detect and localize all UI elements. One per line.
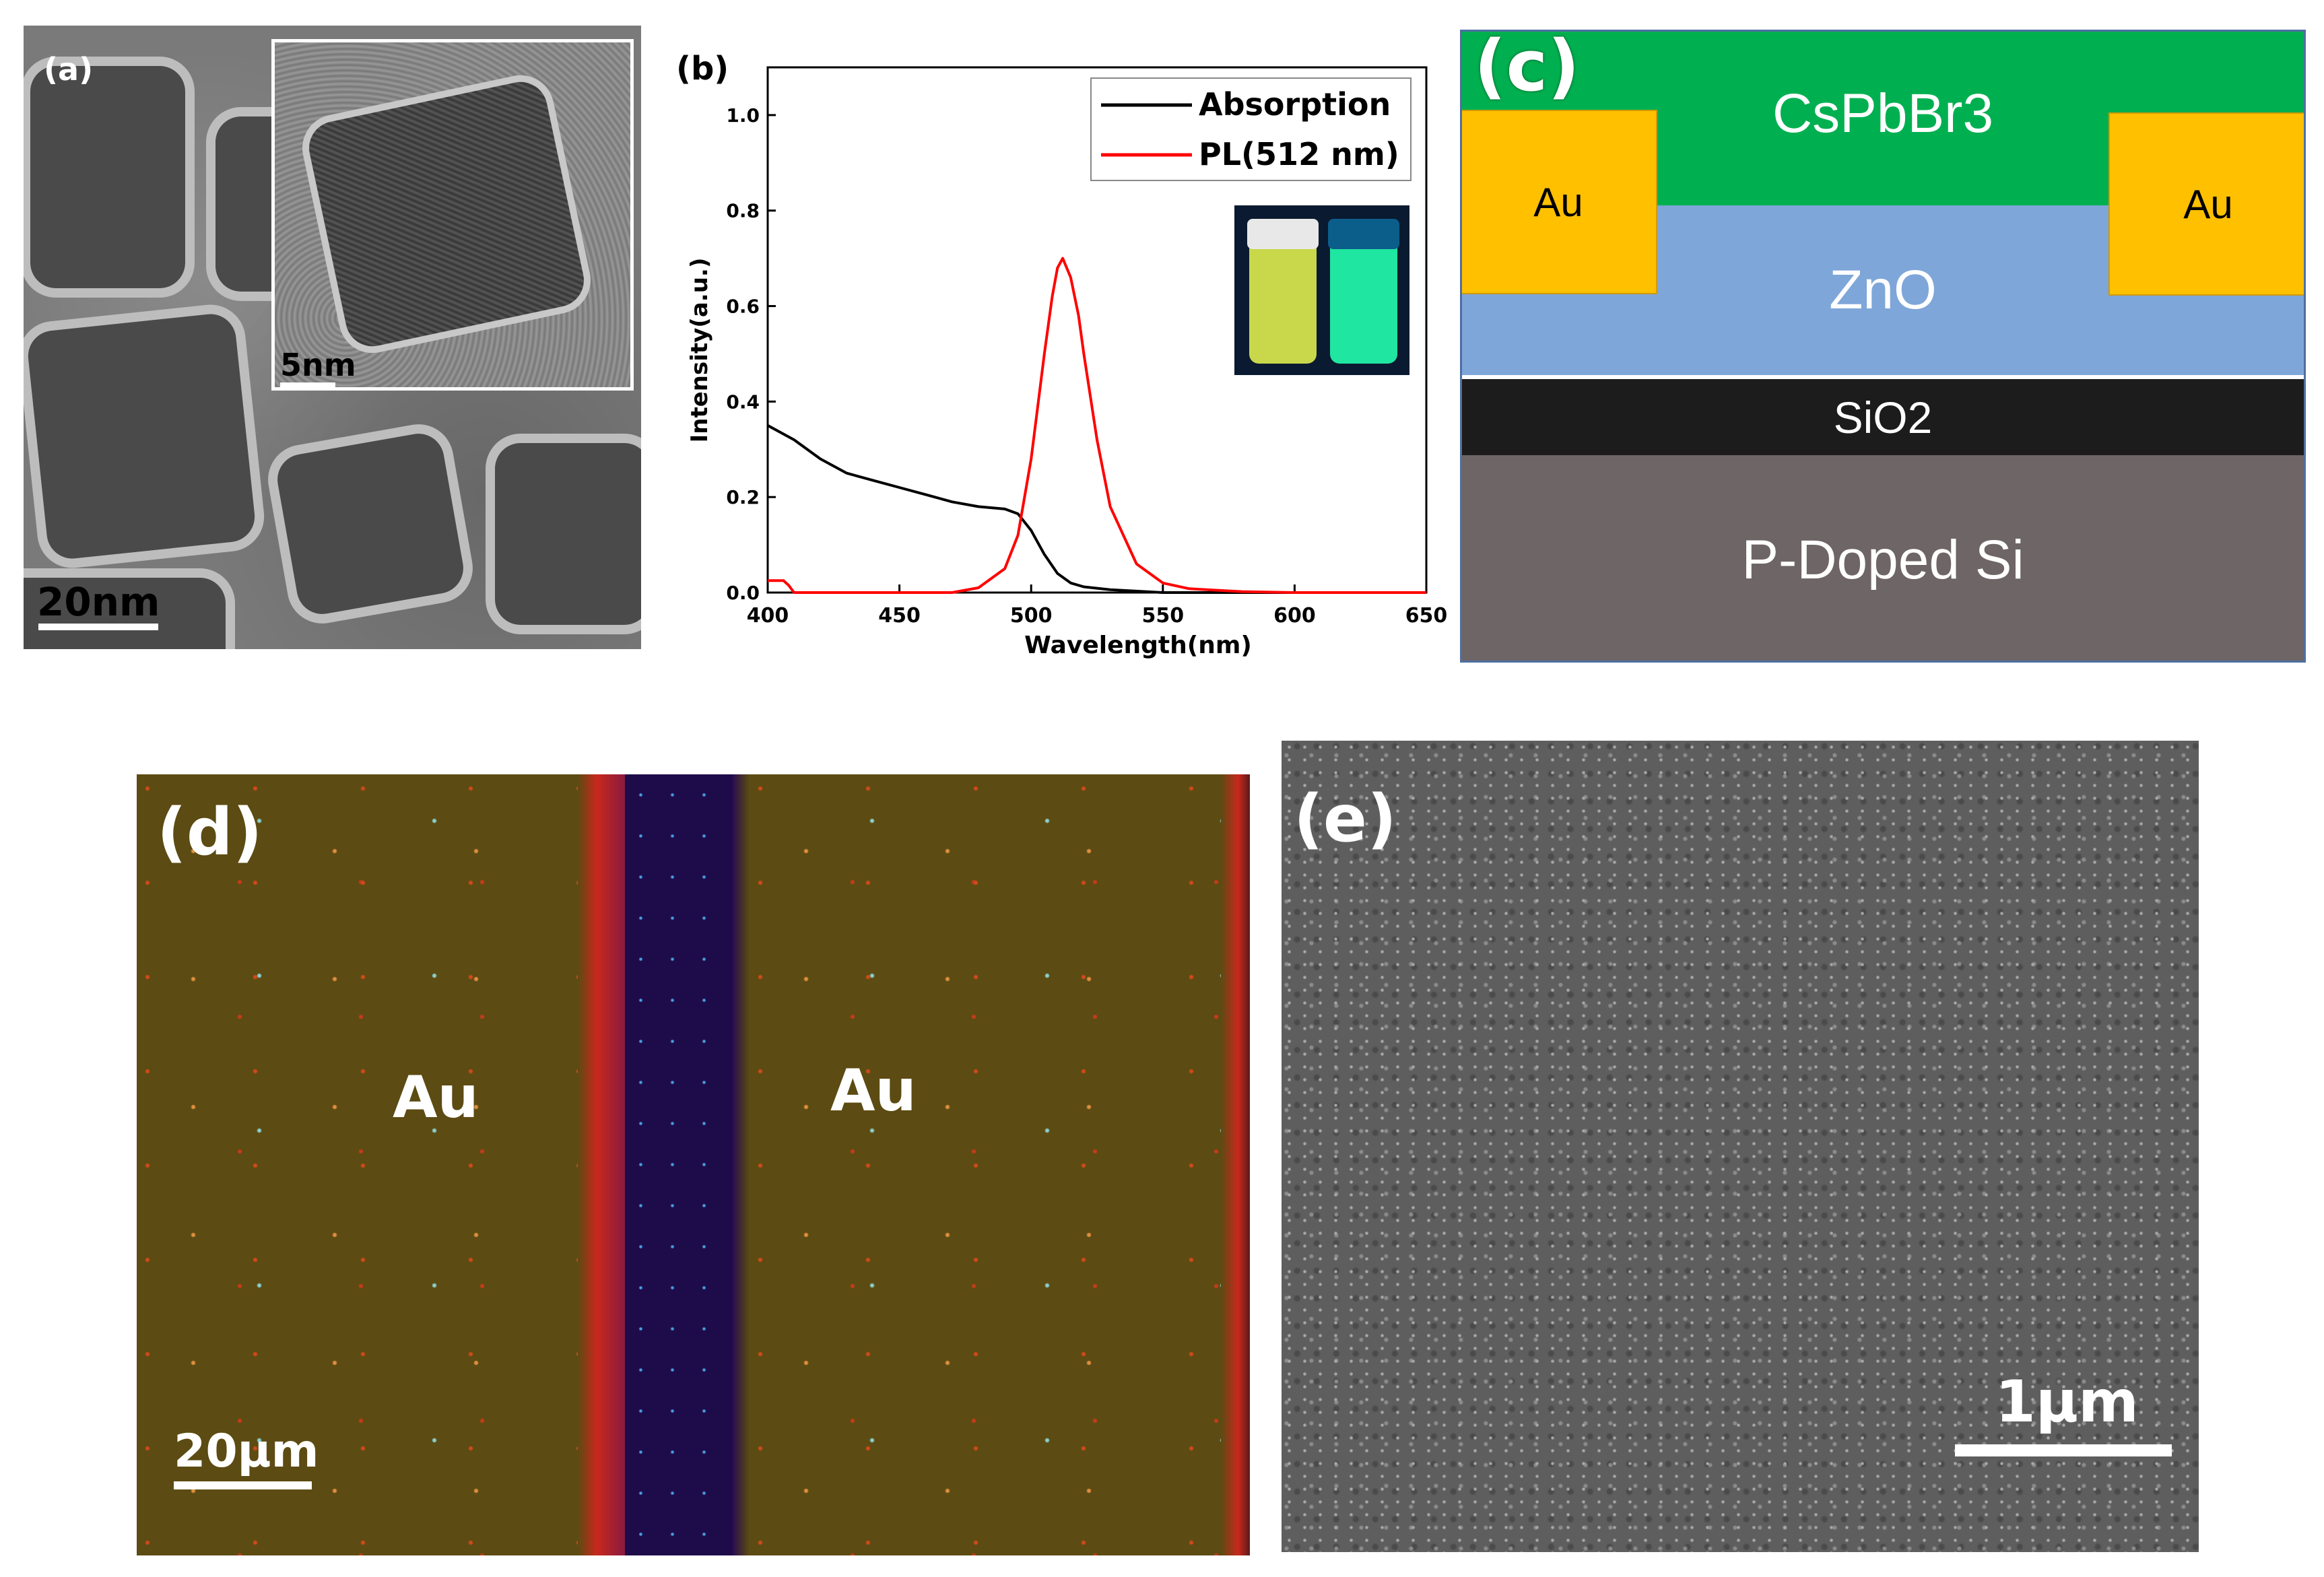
scale-bar-d	[174, 1481, 312, 1489]
vial-uv	[1330, 229, 1397, 364]
x-tick-label: 500	[1010, 604, 1053, 628]
panel-e-label: (e)	[1294, 781, 1397, 857]
substrate-label: P-Doped Si	[1741, 529, 2024, 591]
sio2-layer: SiO2	[1462, 379, 2304, 455]
vial-daylight	[1249, 229, 1317, 364]
channel-edge-left	[578, 774, 625, 1555]
right-edge-strip	[1221, 774, 1250, 1555]
nanocube	[273, 430, 467, 618]
au-left-label: Au	[1533, 179, 1583, 225]
legend-label: Absorption	[1199, 86, 1391, 123]
panel-a-label: (a)	[44, 51, 94, 88]
plot-frame	[766, 66, 1428, 594]
panel-c-label: (c)	[1474, 30, 1580, 107]
panel-b-label: (b)	[676, 50, 729, 88]
optical-image-panel: (d) Au Au 20µm	[137, 774, 1250, 1555]
au-region-right	[750, 774, 1221, 1555]
inset-nanocube	[304, 77, 589, 351]
hrtem-inset: 5nm	[271, 39, 634, 391]
channel-edge-right	[733, 774, 750, 1555]
substrate-layer: P-Doped Si	[1462, 455, 2304, 661]
au-region-left	[137, 774, 581, 1555]
x-tick-label: 600	[1273, 604, 1316, 628]
scale-bar-e	[1955, 1444, 2172, 1456]
legend-box	[1090, 77, 1412, 181]
spectrum-chart: 400 450 500 550 600 650 0.0 0.2 0.4 0.6 0.8 1.0 Abs…	[676, 50, 1448, 659]
nanocube	[24, 578, 226, 649]
x-tick-label: 550	[1141, 604, 1184, 628]
au-left-text: Au	[393, 1064, 479, 1131]
sio2-label: SiO2	[1833, 392, 1933, 442]
cspbbr3-label: CsPbBr3	[1772, 82, 1994, 144]
tem-image-panel: 5nm (a) 20nm	[24, 26, 641, 649]
x-tick-label: 650	[1405, 604, 1448, 628]
legend-label: PL(512 nm)	[1199, 136, 1399, 172]
au-electrode-right: Au	[2109, 112, 2304, 296]
y-tick-label: 0.6	[726, 296, 760, 318]
y-tick-label: 1.0	[726, 104, 760, 127]
au-right-text: Au	[830, 1057, 917, 1125]
vial-cap	[1247, 219, 1319, 249]
vial-cap-uv	[1328, 219, 1399, 249]
y-tick-label: 0.4	[726, 391, 760, 413]
inset-scale-text: 5nm	[280, 347, 356, 383]
y-tick-label: 0.8	[726, 200, 760, 222]
series-line-absorption	[767, 424, 1426, 594]
inset-scale-bar	[280, 382, 335, 387]
x-tick-label: 450	[878, 604, 921, 628]
zno-label: ZnO	[1829, 259, 1937, 321]
x-axis-label: Wavelength(nm)	[1024, 632, 1252, 659]
vial-photo-inset	[1234, 205, 1409, 375]
y-tick-label: 0.2	[726, 486, 760, 508]
y-tick-label: 0.0	[726, 582, 760, 604]
au-electrode-left: Au	[1462, 110, 1657, 294]
scale-text-d: 20µm	[174, 1425, 319, 1478]
x-tick-label: 400	[747, 604, 789, 628]
scale-text-e: 1µm	[1995, 1368, 2139, 1436]
au-right-label: Au	[2183, 181, 2233, 227]
y-axis-label: Intensity(a.u.)	[686, 258, 713, 443]
scale-text: 20nm	[37, 579, 160, 625]
spectrum-chart-panel: 400 450 500 550 600 650 0.0 0.2 0.4 0.6 0.8 1.0 Abs…	[667, 27, 1448, 673]
panel-d-label: (d)	[157, 795, 263, 870]
nanocube	[495, 443, 641, 625]
scale-bar	[38, 624, 158, 630]
nanocube	[26, 311, 257, 562]
nanocube	[30, 66, 185, 288]
channel-gap	[625, 774, 733, 1555]
device-schematic-panel: CsPbBr3 ZnO SiO2 P-Doped Si Au Au (c)	[1460, 30, 2306, 663]
series-line-pl-512-nm	[768, 257, 1426, 594]
sem-image-panel: (e) 1µm	[1282, 741, 2199, 1552]
